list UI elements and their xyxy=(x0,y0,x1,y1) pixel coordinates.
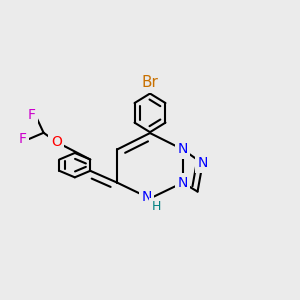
Text: Br: Br xyxy=(142,75,158,90)
Text: H: H xyxy=(152,200,161,213)
Text: N: N xyxy=(141,190,152,204)
Text: O: O xyxy=(51,135,62,149)
Text: F: F xyxy=(28,108,36,122)
Text: N: N xyxy=(178,142,188,156)
Text: N: N xyxy=(197,156,208,170)
Text: F: F xyxy=(19,132,26,146)
Text: N: N xyxy=(178,176,188,190)
